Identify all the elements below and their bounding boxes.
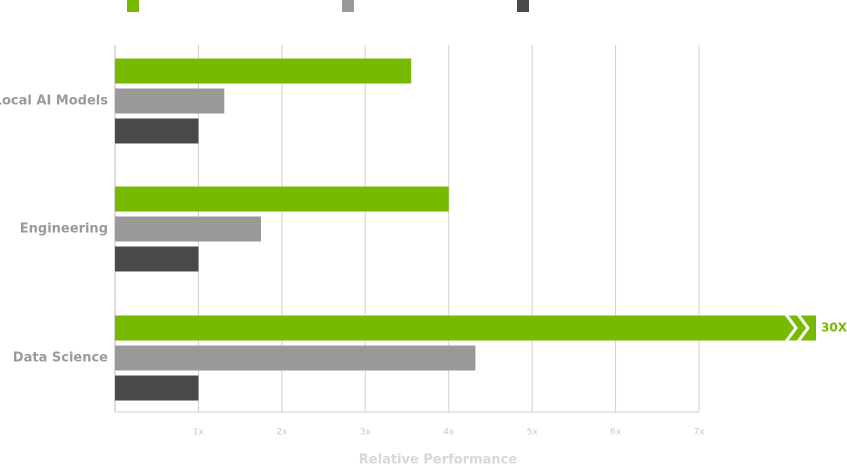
bar xyxy=(115,118,199,144)
category-label: Local AI Models xyxy=(0,94,108,109)
legend-swatch xyxy=(517,0,529,12)
legend-swatch xyxy=(342,0,354,12)
x-tick-label: 6x xyxy=(610,428,622,438)
x-tick-label: 4x xyxy=(443,428,455,438)
legend-swatch xyxy=(127,0,139,12)
bar xyxy=(115,375,199,401)
x-tick-label: 5x xyxy=(527,428,539,438)
bar xyxy=(115,58,412,84)
bar xyxy=(115,88,225,114)
category-label: Data Science xyxy=(13,351,108,366)
bar xyxy=(115,246,199,272)
x-tick-label: 2x xyxy=(276,428,288,438)
x-tick-label: 3x xyxy=(360,428,372,438)
bar xyxy=(115,315,816,341)
x-tick-label: 7x xyxy=(693,428,705,438)
axis-break xyxy=(796,313,810,343)
x-tick-label: 1x xyxy=(193,428,205,438)
x-axis-label: Relative Performance xyxy=(359,453,518,466)
category-label: Engineering xyxy=(20,222,108,237)
bar xyxy=(115,186,449,212)
value-label: 30X xyxy=(821,321,847,335)
bar xyxy=(115,345,476,371)
bar xyxy=(115,216,261,242)
axis-break xyxy=(784,313,798,343)
